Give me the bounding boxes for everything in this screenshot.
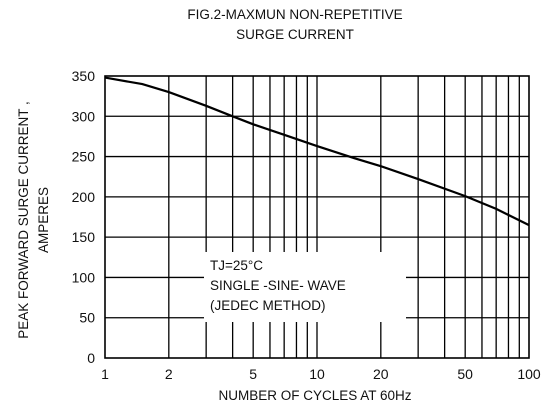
y-tick-label: 250	[72, 149, 96, 165]
plot-frame	[104, 75, 530, 359]
x-axis-label: NUMBER OF CYCLES AT 60Hz	[218, 388, 411, 403]
annotation-method: (JEDEC METHOD)	[210, 298, 326, 313]
annotation-waveform: SINGLE -SINE- WAVE	[210, 278, 346, 293]
chart-title-line-2: SURGE CURRENT	[236, 27, 354, 42]
y-axis-label-line-2: AMPERES	[36, 187, 51, 253]
y-axis-label-line-1: PEAK FORWARD SURGE CURRENT ,	[16, 101, 31, 339]
y-tick-labels: 0 50 100 150 200 250 300 350	[72, 68, 96, 366]
x-tick-label: 5	[249, 366, 257, 382]
y-tick-label: 350	[72, 68, 96, 84]
y-tick-label: 150	[72, 229, 96, 245]
x-tick-labels: 1 2 5 10 20 50 100	[101, 366, 541, 382]
annotation-box: TJ=25°C SINGLE -SINE- WAVE (JEDEC METHOD…	[204, 252, 406, 322]
annotation-temperature: TJ=25°C	[210, 258, 263, 273]
x-tick-label: 50	[457, 366, 473, 382]
y-tick-label: 200	[72, 189, 96, 205]
x-tick-label: 10	[309, 366, 325, 382]
x-tick-label: 20	[373, 366, 389, 382]
chart-title-line-1: FIG.2-MAXMUN NON-REPETITIVE	[187, 7, 402, 22]
x-tick-label: 1	[101, 366, 109, 382]
y-tick-label: 50	[79, 310, 95, 326]
surge-current-curve	[104, 76, 530, 227]
y-tick-label: 300	[72, 108, 96, 124]
x-tick-label: 100	[517, 366, 541, 382]
y-tick-label: 100	[72, 269, 96, 285]
y-tick-label: 0	[87, 350, 95, 366]
x-tick-label: 2	[165, 366, 173, 382]
